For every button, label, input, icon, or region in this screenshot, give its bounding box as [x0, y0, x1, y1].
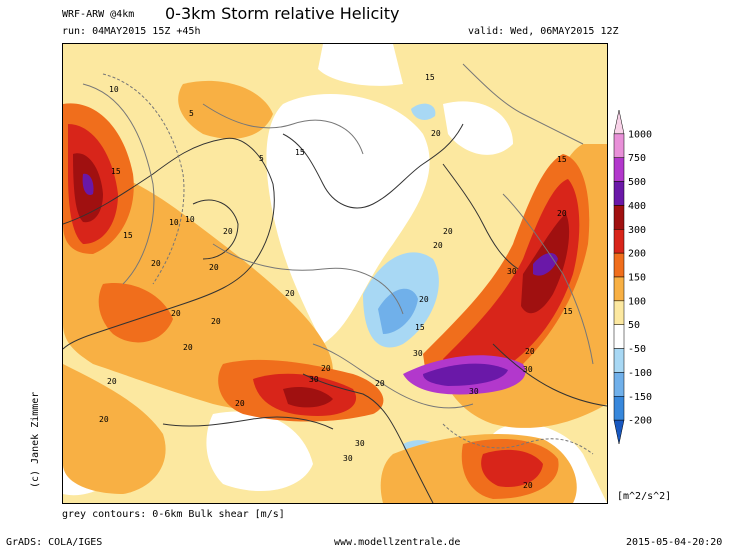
colorbar-swatch	[613, 157, 625, 182]
colorbar-swatch	[613, 419, 625, 445]
colorbar-level-label: -150	[628, 392, 652, 403]
contour-label: 5	[259, 154, 264, 163]
contour-label: 20	[419, 295, 429, 304]
bulk-shear-contours	[82, 63, 594, 455]
contour-label: 20	[235, 399, 245, 408]
contour-label: 20	[99, 415, 109, 424]
colorbar-swatch	[613, 205, 625, 230]
contour-label: 20	[209, 263, 219, 272]
colorbar-level-label: 50	[628, 320, 640, 331]
colorbar-level-label: 150	[628, 273, 646, 284]
run-label: run: 04MAY2015 15Z +45h	[62, 26, 201, 37]
contour-label: 20	[171, 309, 181, 318]
contour-label: 15	[111, 167, 121, 176]
contour-label: 20	[443, 227, 453, 236]
contour-label: 20	[433, 241, 443, 250]
contour-label: 20	[431, 129, 441, 138]
valid-label: valid: Wed, 06MAY2015 12Z	[468, 26, 619, 37]
colorbar-level-label: -200	[628, 416, 652, 427]
contour-label: 20	[151, 259, 161, 268]
colorbar-level-label: -100	[628, 368, 652, 379]
contour-label: 20	[557, 209, 567, 218]
contour-label: 30	[343, 454, 353, 463]
helicity-500-areas	[82, 173, 558, 395]
contour-label: 20	[107, 377, 117, 386]
colorbar-swatch	[613, 396, 625, 421]
colorbar-level-label: -50	[628, 344, 646, 355]
colorbar-swatch	[613, 324, 625, 349]
contour-label: 20	[223, 227, 233, 236]
colorbar-level-label: 200	[628, 249, 646, 260]
contour-label: 15	[295, 148, 305, 157]
colorbar-swatch	[613, 181, 625, 206]
contour-label: 30	[309, 375, 319, 384]
contour-label: 30	[469, 387, 479, 396]
timestamp: 2015-05-04-20:20	[626, 537, 723, 548]
contour-label: 20	[211, 317, 221, 326]
contour-label: 15	[557, 155, 567, 164]
bulk-shear-note: grey contours: 0-6km Bulk shear [m/s]	[62, 509, 285, 520]
contour-label: 20	[183, 343, 193, 352]
contour-label: 30	[355, 439, 365, 448]
contour-label: 10	[169, 218, 179, 227]
contour-label: 20	[285, 289, 295, 298]
colorbar-swatch	[613, 276, 625, 302]
contour-label: 5	[189, 109, 194, 118]
legend-units: [m^2/s^2]	[617, 491, 672, 502]
contour-label: 30	[413, 349, 423, 358]
map-title: 0-3km Storm relative Helicity	[165, 4, 400, 23]
contour-label: 20	[525, 347, 535, 356]
colorbar-swatch	[613, 229, 625, 254]
colorbar-level-label: 100	[628, 296, 646, 307]
colorbar-swatch	[613, 372, 625, 397]
contour-label: 20	[375, 379, 385, 388]
model-label: WRF-ARW @4km	[62, 9, 135, 20]
contour-label: 15	[415, 323, 425, 332]
contour-label: 20	[523, 481, 533, 490]
grads-credit: GrADS: COLA/IGES	[6, 537, 103, 548]
contour-label: 20	[321, 364, 331, 373]
colorbar-swatch	[613, 300, 625, 325]
colorbar-swatch	[613, 109, 625, 135]
colorbar-legend: 1000 750 500 400 300 200 150 100 50 -50 -100 -150 -2…	[613, 109, 652, 445]
contour-label: 30	[523, 365, 533, 374]
coastlines	[63, 123, 607, 503]
contour-label: 10	[185, 215, 195, 224]
contour-label: 15	[425, 73, 435, 82]
contour-label: 30	[507, 267, 517, 276]
colorbar-swatch	[613, 252, 625, 278]
colorbar-level-label: 1000	[628, 129, 652, 140]
colorbar-level-label: 750	[628, 153, 646, 164]
contour-label: 10	[109, 85, 119, 94]
website-link[interactable]: www.modellzentrale.de	[334, 537, 461, 548]
colorbar-level-label: 400	[628, 201, 646, 212]
contour-label: 15	[563, 307, 573, 316]
colorbar-swatch	[613, 348, 625, 373]
colorbar-swatch	[613, 133, 625, 158]
contour-labels: 10 5 15 15 10 5 15 20 15 10 20 20 20 20 …	[99, 73, 573, 490]
colorbar-level-label: 500	[628, 177, 646, 188]
copyright-label: (c) Janek Zimmer	[30, 391, 41, 488]
colorbar-level-label: 300	[628, 225, 646, 236]
contour-label: 15	[123, 231, 133, 240]
helicity-map: 10 5 15 15 10 5 15 20 15 10 20 20 20 20 …	[62, 43, 608, 504]
